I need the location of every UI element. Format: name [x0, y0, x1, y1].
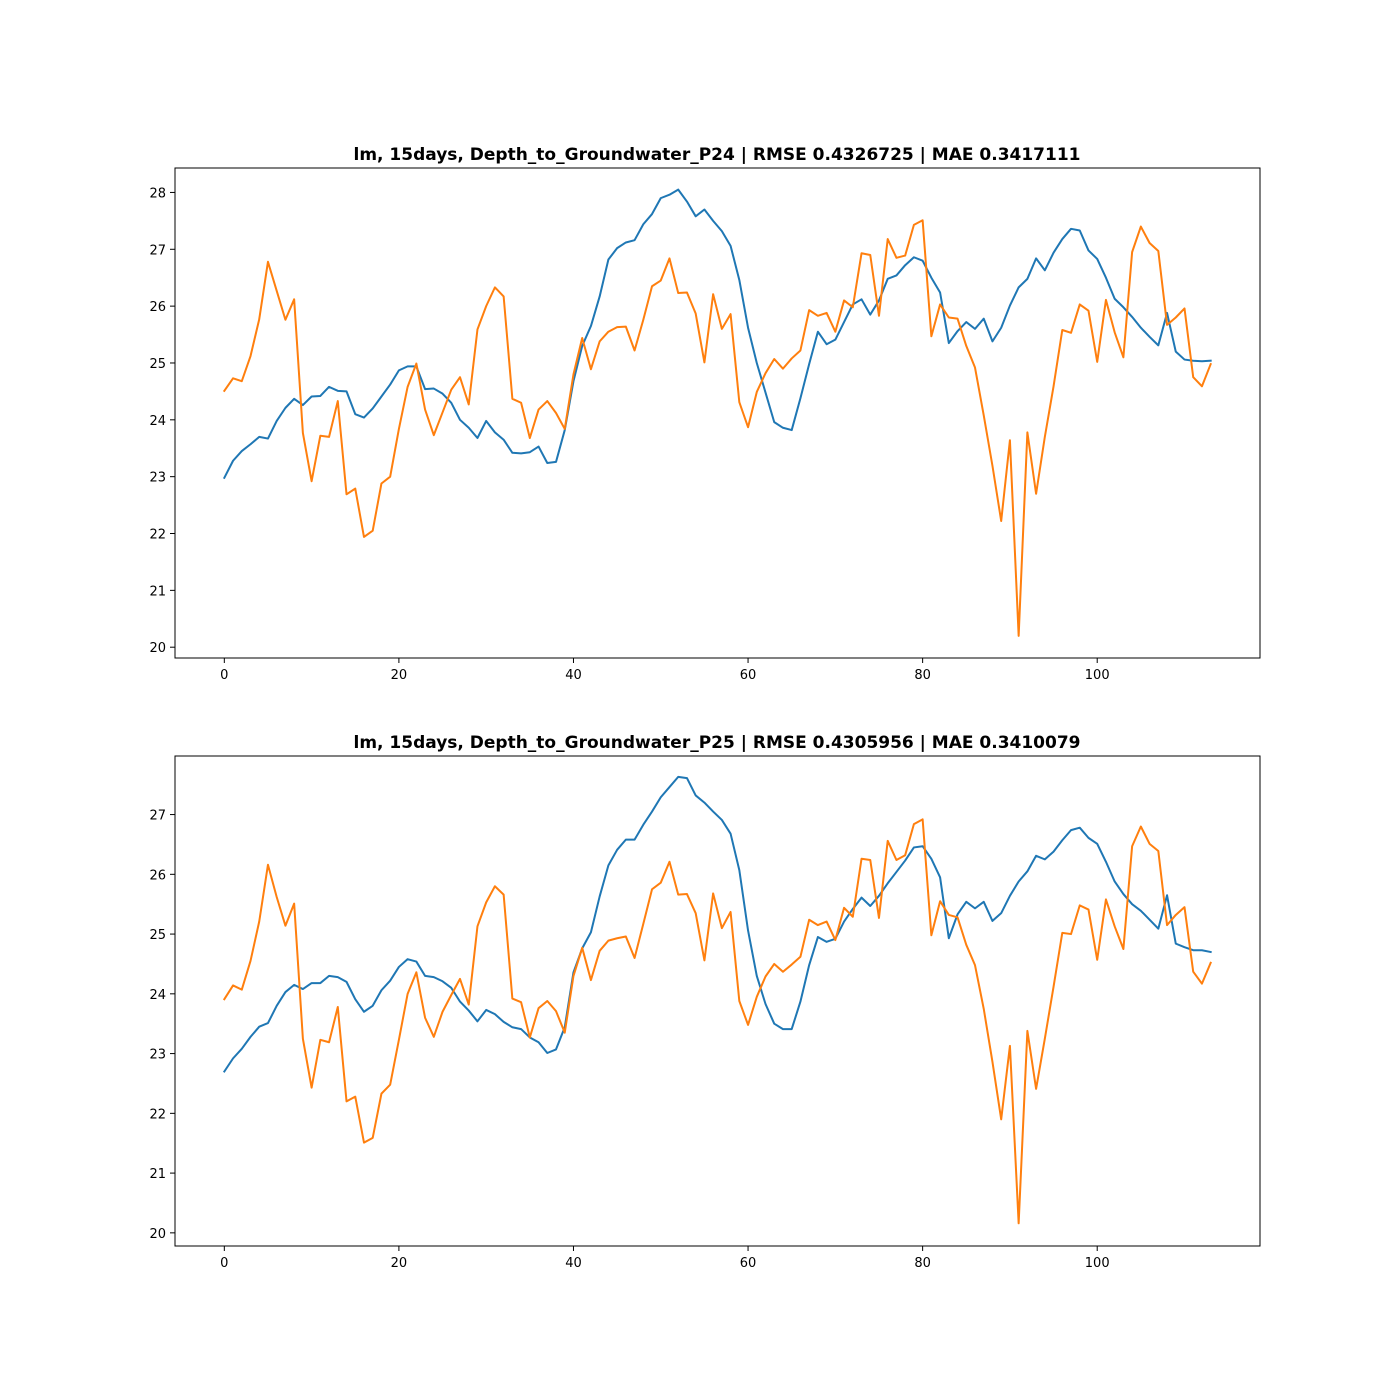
- x-tick-label: 20: [391, 1256, 408, 1271]
- y-tick-label: 24: [149, 414, 166, 429]
- y-tick-label: 23: [149, 1048, 166, 1063]
- x-tick-label: 0: [220, 668, 228, 683]
- y-tick-label: 23: [149, 471, 166, 486]
- series-line-2: [222, 219, 1212, 637]
- x-tick-label: 100: [1085, 668, 1110, 683]
- series-line-1: [222, 775, 1212, 1073]
- x-tick-label: 40: [565, 668, 582, 683]
- y-tick-label: 24: [149, 988, 166, 1003]
- chart-title: lm, 15days, Depth_to_Groundwater_P25 | R…: [354, 733, 1081, 753]
- y-tick-label: 27: [149, 809, 166, 824]
- x-tick-label: 100: [1085, 1256, 1110, 1271]
- plot-area: 0 20 40 60 80 100 20 21 22 23 24 25 26 27 28: [149, 186, 1212, 683]
- axes-frame: [174, 167, 1261, 659]
- x-tick-label: 0: [220, 1256, 228, 1271]
- plot-area: 0 20 40 60 80 100 20 21 22 23 24 25 26 27: [149, 775, 1212, 1271]
- y-tick-label: 25: [149, 357, 166, 372]
- y-tick-label: 20: [149, 1227, 166, 1242]
- x-tick-label: 40: [565, 1256, 582, 1271]
- y-tick-label: 25: [149, 928, 166, 943]
- y-tick-label: 20: [149, 641, 166, 656]
- y-tick-label: 26: [149, 300, 166, 315]
- x-tick-label: 20: [391, 668, 408, 683]
- x-tick-label: 60: [740, 668, 757, 683]
- axes-frame: [174, 755, 1261, 1247]
- y-tick-label: 21: [149, 584, 166, 599]
- y-tick-label: 21: [149, 1167, 166, 1182]
- chart-title: lm, 15days, Depth_to_Groundwater_P24 | R…: [354, 145, 1081, 165]
- x-tick-label: 60: [740, 1256, 757, 1271]
- series-line-2: [222, 818, 1212, 1225]
- y-tick-label: 26: [149, 868, 166, 883]
- series-line-1: [222, 188, 1212, 480]
- x-tick-label: 80: [914, 1256, 931, 1271]
- subplot-p24: lm, 15days, Depth_to_Groundwater_P24 | R…: [149, 145, 1261, 683]
- y-tick-label: 27: [149, 243, 166, 258]
- y-tick-label: 28: [149, 186, 166, 201]
- y-tick-label: 22: [149, 1107, 166, 1122]
- x-tick-label: 80: [914, 668, 931, 683]
- subplot-p25: lm, 15days, Depth_to_Groundwater_P25 | R…: [149, 733, 1261, 1271]
- y-tick-label: 22: [149, 528, 166, 543]
